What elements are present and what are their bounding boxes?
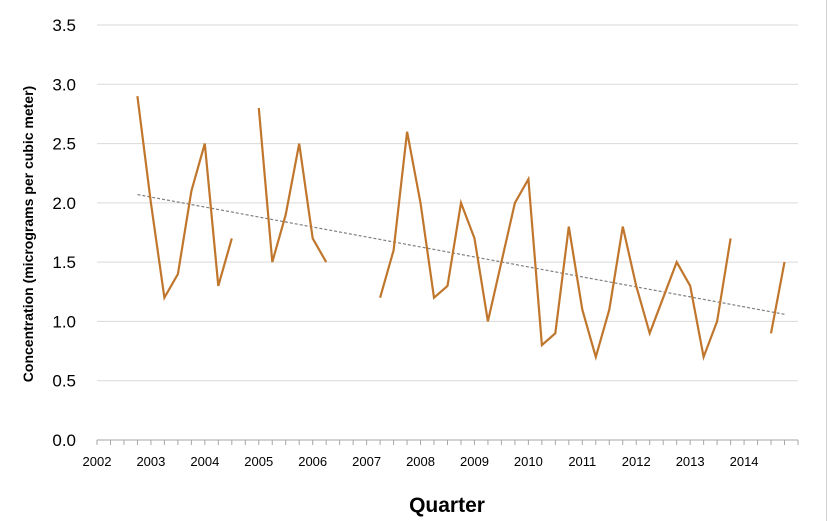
- gridlines: [97, 24, 798, 382]
- series-line-segment: [379, 131, 732, 362]
- x-tick-label: 2005: [244, 454, 273, 469]
- series-line-segment: [136, 95, 233, 302]
- series-group: [136, 95, 786, 362]
- x-tick-label: 2009: [460, 454, 489, 469]
- x-tick-label: 2003: [136, 454, 165, 469]
- x-tick-label: 2010: [514, 454, 543, 469]
- x-tick-label: 2011: [568, 454, 596, 469]
- x-tick-label: 2007: [352, 454, 381, 469]
- x-tick-label: 2012: [622, 454, 651, 469]
- y-tick-label: 2.5: [52, 135, 76, 154]
- x-tick-label: 2014: [730, 454, 759, 469]
- trendline-group: [137, 193, 785, 315]
- trendline: [137, 193, 785, 315]
- x-tick-label: 2004: [190, 454, 219, 469]
- y-tick-label: 0.5: [52, 372, 76, 391]
- x-tick-label: 2008: [406, 454, 435, 469]
- series-line-segment: [257, 107, 328, 263]
- y-tick-label: 3.0: [52, 75, 76, 94]
- x-tick-label: 2006: [298, 454, 327, 469]
- y-axis-title: Concentration (micrograms per cubic mete…: [20, 86, 36, 382]
- y-tick-labels: 0.0 0.5 1.0 1.5 2.0 2.5 3.0 3.5: [52, 16, 76, 450]
- x-tick-label: 2013: [676, 454, 705, 469]
- x-tick-label: 2002: [83, 454, 112, 469]
- y-tick-label: 3.5: [52, 16, 76, 35]
- x-tick-labels: 2002 2003 2004 2005 2006 2007 2008 2009 2010 2011…: [83, 454, 759, 469]
- y-tick-label: 1.5: [52, 253, 76, 272]
- y-tick-label: 0.0: [52, 431, 76, 450]
- frame-border: [826, 0, 827, 521]
- y-tick-label: 2.0: [52, 194, 76, 213]
- axes: [96, 439, 799, 445]
- y-tick-label: 1.0: [52, 312, 76, 331]
- x-axis-title: Quarter: [409, 494, 485, 517]
- series-line-segment: [769, 261, 786, 334]
